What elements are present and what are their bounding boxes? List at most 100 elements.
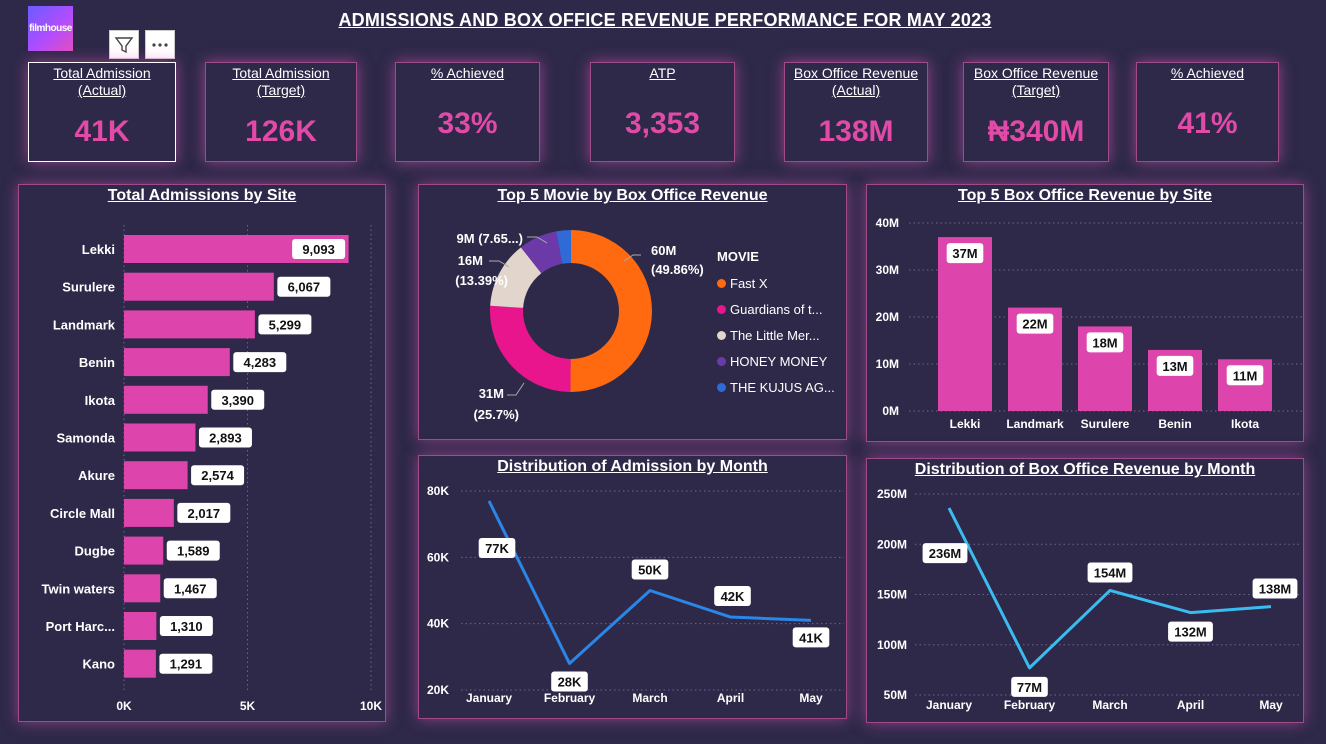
- category-label: Surulere: [1081, 417, 1130, 431]
- x-tick-label: February: [1004, 698, 1056, 712]
- leader-line: [527, 236, 548, 244]
- kpi-total-admission-target[interactable]: Total Admission (Target) 126K: [205, 62, 357, 162]
- data-label: 1,291: [170, 657, 203, 672]
- data-label-bg: [159, 653, 213, 674]
- bar: [124, 649, 156, 678]
- legend-swatch: [717, 356, 726, 366]
- admissions-by-site-chart: 0K 5K 10K Lekki 9,093 Surulere 6,067 Landmark 5,…: [42, 225, 382, 713]
- category-label: Circle Mall: [50, 506, 115, 521]
- x-tick-label: 5K: [240, 699, 256, 713]
- y-tick-label: 40K: [427, 617, 449, 631]
- data-label-bg: [551, 671, 588, 692]
- data-label: 60M: [651, 243, 676, 258]
- top-movies-donut-chart: 60M (49.86%) 31M (25.7%) 16M (13.39%) 9M (7.65…: [455, 230, 704, 422]
- data-label: 5,299: [269, 317, 302, 332]
- bar: [124, 612, 157, 640]
- bar: [124, 574, 161, 603]
- data-label: 3,390: [221, 393, 254, 408]
- bar: [124, 310, 255, 339]
- legend-item[interactable]: Fast X: [717, 270, 847, 296]
- category-label: Kano: [83, 657, 116, 672]
- category-label: Benin: [79, 355, 115, 370]
- revenue-by-site-chart: 0M 10M 20M 30M 40M 37M Lekki 22M Landmark 18M Suru…: [876, 216, 1303, 431]
- y-tick-label: 0M: [882, 404, 899, 418]
- data-label: 16M: [458, 253, 483, 268]
- data-label-bg: [946, 243, 984, 264]
- y-tick-label: 100M: [877, 638, 907, 652]
- kpi-total-admission-actual[interactable]: Total Admission (Actual) 41K: [28, 62, 176, 162]
- filter-icon[interactable]: [109, 30, 139, 59]
- data-label: 77M: [1017, 680, 1042, 695]
- category-label: Akure: [78, 468, 115, 483]
- legend-swatch: [717, 304, 726, 314]
- x-tick-label: 0K: [116, 699, 132, 713]
- data-label-bg: [1016, 313, 1054, 334]
- kpi-atp[interactable]: ATP 3,353: [590, 62, 735, 162]
- legend-item[interactable]: Guardians of t...: [717, 296, 847, 322]
- filmhouse-logo: filmhouse: [28, 6, 73, 51]
- data-label: 2,893: [209, 431, 242, 446]
- kpi-admission-achieved[interactable]: % Achieved 33%: [395, 62, 540, 162]
- y-tick-label: 150M: [877, 588, 907, 602]
- data-label-bg: [1086, 332, 1124, 353]
- donut-slice: [556, 230, 571, 264]
- kpi-box-office-revenue-actual[interactable]: Box Office Revenue (Actual) 138M: [784, 62, 928, 162]
- legend-item[interactable]: The Little Mer...: [717, 322, 847, 348]
- legend-swatch: [717, 278, 726, 288]
- data-label-bg: [191, 465, 245, 486]
- leader-line: [623, 254, 641, 262]
- y-tick-label: 200M: [877, 537, 907, 551]
- legend-label: Fast X: [730, 275, 768, 291]
- kpi-label: Total Admission (Actual): [53, 65, 151, 98]
- kpi-value: 3,353: [624, 107, 701, 140]
- legend-title: MOVIE: [717, 249, 759, 264]
- leader-line: [489, 260, 510, 268]
- admissions-by-site-panel[interactable]: Total Admissions by Site 0K 5K 10K Lekki 9,0…: [18, 184, 386, 722]
- data-label-bg: [1156, 355, 1194, 376]
- data-label: 50K: [638, 563, 662, 578]
- y-tick-label: 30M: [876, 263, 899, 277]
- kpi-value: ₦340M: [987, 115, 1085, 148]
- revenue-by-site-panel[interactable]: Top 5 Box Office Revenue by Site 0M 10M 20…: [866, 184, 1304, 442]
- y-tick-label: 250M: [877, 487, 907, 501]
- bar: [124, 348, 230, 377]
- x-tick-label: May: [1259, 698, 1283, 712]
- legend-item[interactable]: HONEY MONEY: [717, 348, 847, 374]
- top-movies-panel[interactable]: Top 5 Movie by Box Office Revenue 60M (49…: [418, 184, 847, 440]
- kpi-value: 33%: [437, 107, 498, 140]
- revenue-by-month-panel[interactable]: Distribution of Box Office Revenue by Mo…: [866, 458, 1304, 723]
- data-label: 22M: [1022, 317, 1047, 332]
- legend-item[interactable]: THE KUJUS AG...: [717, 374, 847, 400]
- x-tick-label: March: [632, 691, 667, 705]
- kpi-value: 41%: [1177, 107, 1238, 140]
- kpi-box-office-revenue-target[interactable]: Box Office Revenue (Target) ₦340M: [963, 62, 1109, 162]
- data-label: 154M: [1094, 565, 1127, 580]
- donut-slice: [570, 230, 652, 392]
- kpi-revenue-achieved[interactable]: % Achieved 41%: [1136, 62, 1279, 162]
- more-options-icon[interactable]: [145, 30, 175, 59]
- category-label: Port Harc...: [46, 619, 115, 634]
- series-line: [487, 500, 812, 665]
- category-label: Surulere: [62, 280, 115, 295]
- series-line: [947, 507, 1272, 670]
- data-label-bg: [258, 314, 312, 335]
- data-label: (49.86%): [651, 262, 704, 277]
- chart-title: Total Admissions by Site: [107, 187, 297, 204]
- data-label: 28K: [558, 674, 582, 689]
- data-label: 13M: [1162, 359, 1187, 374]
- x-tick-label: April: [717, 691, 744, 705]
- data-label: 77K: [485, 541, 509, 556]
- admission-by-month-panel[interactable]: Distribution of Admission by Month 20K 40…: [418, 455, 847, 719]
- category-label: Benin: [1158, 417, 1191, 431]
- kpi-label: % Achieved: [430, 65, 505, 81]
- data-label: 1,467: [174, 581, 207, 596]
- data-label-bg: [714, 586, 751, 607]
- y-tick-label: 40M: [876, 216, 899, 230]
- data-label-bg: [792, 627, 830, 648]
- kpi-label: Box Office Revenue (Target): [973, 65, 1099, 98]
- admission-by-month-chart: 20K 40K 60K 80K January February March April May…: [427, 484, 844, 705]
- x-tick-label: April: [1177, 698, 1204, 712]
- category-label: Landmark: [53, 317, 116, 332]
- legend-label: The Little Mer...: [730, 327, 820, 343]
- data-label: 6,067: [288, 280, 321, 295]
